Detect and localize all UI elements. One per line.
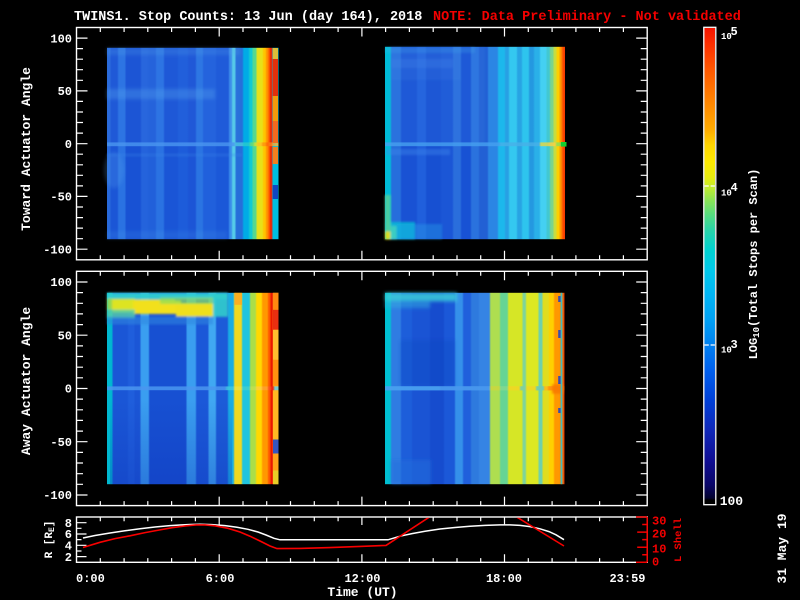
svg-text:NOTE: Data Preliminary - Not v: NOTE: Data Preliminary - Not validated <box>433 10 741 25</box>
svg-text:50: 50 <box>58 85 72 99</box>
svg-text:6:00: 6:00 <box>206 572 235 586</box>
svg-text:5: 5 <box>731 25 738 39</box>
svg-text:100: 100 <box>720 494 744 509</box>
svg-text:0: 0 <box>65 383 72 397</box>
svg-text:-50: -50 <box>50 436 72 450</box>
svg-text:TWINS1. Stop Counts: 13 Jun (d: TWINS1. Stop Counts: 13 Jun (day 164), 2… <box>74 10 422 25</box>
svg-text:10: 10 <box>721 189 732 199</box>
svg-text:R [RE]: R [RE] <box>44 521 57 559</box>
svg-text:100: 100 <box>50 276 72 290</box>
svg-text:10: 10 <box>652 543 666 557</box>
svg-text:23:59: 23:59 <box>609 572 645 586</box>
svg-text:L Shell: L Shell <box>673 518 685 562</box>
svg-text:10: 10 <box>721 346 732 356</box>
svg-text:0:00: 0:00 <box>76 572 105 586</box>
svg-text:3: 3 <box>731 338 738 352</box>
svg-text:2: 2 <box>65 551 72 565</box>
svg-text:0: 0 <box>652 556 659 570</box>
svg-text:-50: -50 <box>50 191 72 205</box>
svg-text:8: 8 <box>65 517 72 531</box>
svg-text:50: 50 <box>58 329 72 343</box>
svg-text:6: 6 <box>65 528 72 542</box>
svg-text:4: 4 <box>731 181 738 195</box>
svg-text:30: 30 <box>652 515 666 529</box>
svg-text:LOG10(Total Stops per Scan): LOG10(Total Stops per Scan) <box>747 169 762 360</box>
svg-text:10: 10 <box>721 32 732 42</box>
svg-text:Toward Actuator Angle: Toward Actuator Angle <box>19 67 34 231</box>
svg-text:Time (UT): Time (UT) <box>327 585 397 600</box>
svg-text:Away Actuator Angle: Away Actuator Angle <box>19 307 34 455</box>
svg-text:4: 4 <box>65 540 72 554</box>
svg-text:-100: -100 <box>43 489 72 503</box>
svg-text:18:00: 18:00 <box>486 572 522 586</box>
svg-text:20: 20 <box>652 528 666 542</box>
svg-text:100: 100 <box>50 32 72 46</box>
svg-text:-100: -100 <box>43 243 72 257</box>
svg-text:12:00: 12:00 <box>344 572 380 586</box>
svg-text:31 May 19: 31 May 19 <box>775 513 790 583</box>
svg-text:0: 0 <box>65 138 72 152</box>
